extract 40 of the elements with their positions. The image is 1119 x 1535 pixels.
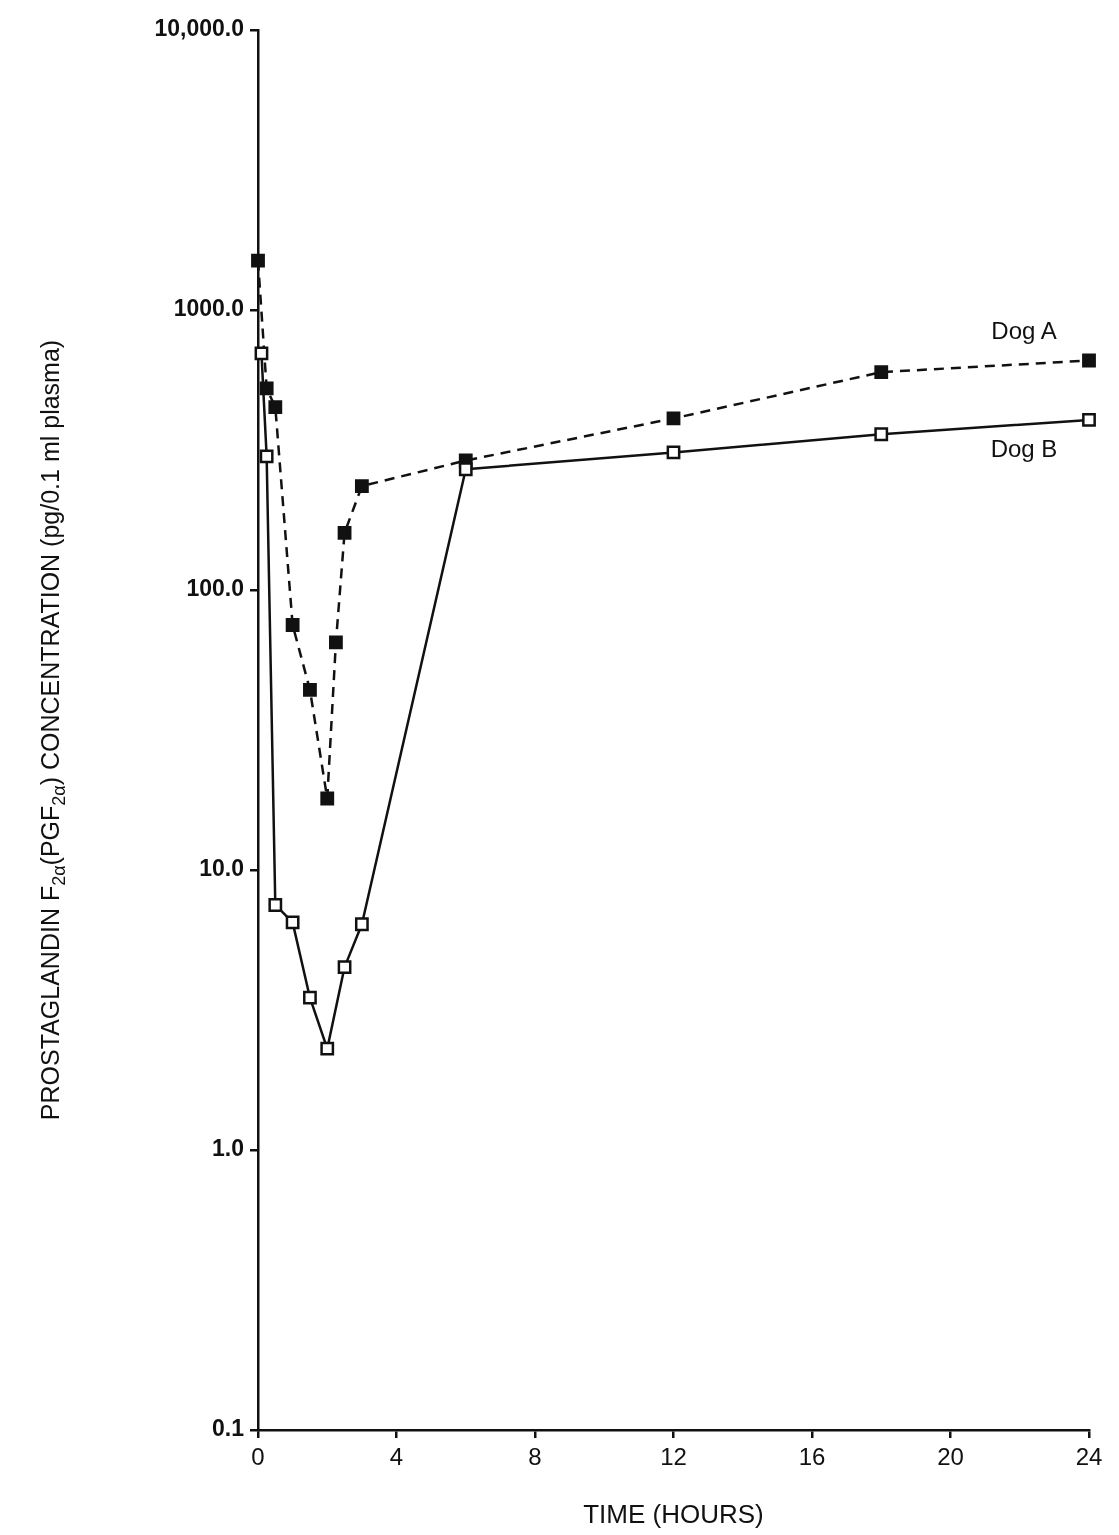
y-tick-label: 10,000.0 bbox=[154, 15, 244, 42]
point bbox=[874, 427, 889, 442]
point bbox=[354, 479, 369, 494]
y-tick-label: 1000.0 bbox=[173, 295, 244, 322]
point bbox=[285, 915, 300, 930]
series-label: Dog B bbox=[990, 434, 1058, 462]
point bbox=[254, 346, 269, 361]
point bbox=[329, 635, 343, 650]
point bbox=[320, 1041, 335, 1056]
x-tick-label: 16 bbox=[798, 1443, 826, 1471]
x-tick-label: 12 bbox=[660, 1443, 687, 1471]
point bbox=[666, 411, 681, 426]
point bbox=[320, 791, 335, 806]
y-tick-label: 100.0 bbox=[186, 575, 244, 602]
y-axis-title: PROSTAGLANDIN F2α(PGF2α) CONCENTRATION (pg/0.1 ml plasma) bbox=[35, 339, 69, 1121]
x-tick-label: 20 bbox=[937, 1443, 964, 1471]
point bbox=[337, 525, 352, 540]
point bbox=[337, 960, 352, 975]
point bbox=[1082, 413, 1096, 427]
x-tick-label: 0 bbox=[251, 1443, 265, 1471]
point bbox=[251, 253, 265, 268]
point bbox=[354, 917, 369, 932]
point bbox=[666, 445, 681, 460]
point bbox=[458, 462, 473, 477]
point bbox=[1082, 353, 1096, 368]
series-label: Dog A bbox=[991, 317, 1057, 345]
point bbox=[268, 898, 283, 912]
x-axis-title: TIME (HOURS) bbox=[583, 1498, 764, 1529]
x-tick-label: 8 bbox=[528, 1443, 542, 1471]
x-tick-label: 4 bbox=[389, 1443, 404, 1471]
point bbox=[303, 990, 317, 1005]
point bbox=[268, 400, 283, 415]
y-tick-label: 1.0 bbox=[212, 1135, 244, 1162]
point bbox=[285, 618, 300, 632]
point bbox=[874, 365, 889, 380]
x-tick-label: 24 bbox=[1075, 1443, 1103, 1471]
point bbox=[303, 682, 317, 697]
y-tick-label: 10.0 bbox=[199, 855, 244, 882]
y-tick-label: 0.1 bbox=[212, 1415, 245, 1442]
point bbox=[259, 449, 274, 464]
